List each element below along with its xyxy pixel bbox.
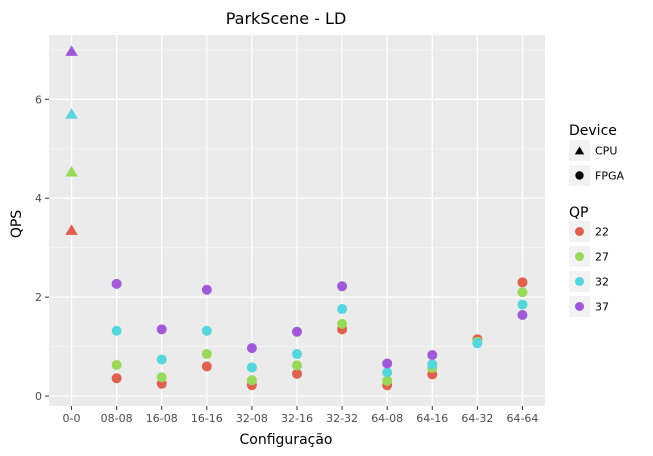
fpga-point xyxy=(201,349,212,360)
x-tick-label: 64-08 xyxy=(371,412,403,425)
legend-qp-symbol xyxy=(575,252,584,261)
x-axis-title: Configuração xyxy=(240,432,333,448)
legend-device-label: CPU xyxy=(595,145,617,158)
fpga-point xyxy=(111,278,122,289)
fpga-point xyxy=(156,324,167,335)
x-tick-label: 32-08 xyxy=(236,412,268,425)
legend-qp-title: QP xyxy=(569,205,588,221)
x-tick-label: 64-16 xyxy=(416,412,448,425)
fpga-point xyxy=(156,354,167,365)
cpu-point xyxy=(65,166,78,177)
cpu-point xyxy=(65,224,78,235)
y-tick-label: 4 xyxy=(35,192,42,205)
fpga-point xyxy=(382,375,393,386)
fpga-point xyxy=(111,359,122,370)
y-axis-title: QPS xyxy=(9,210,25,238)
legend-qp: QP 22 27 32 37 xyxy=(569,205,609,317)
fpga-point xyxy=(427,359,438,370)
fpga-point xyxy=(337,318,348,329)
fpga-point xyxy=(292,368,302,379)
x-tick-label: 16-08 xyxy=(146,412,178,425)
fpga-point xyxy=(517,309,528,320)
fpga-point xyxy=(201,325,212,336)
fpga-point xyxy=(382,358,393,369)
fpga-point xyxy=(382,367,393,378)
legend-qp-symbol xyxy=(575,227,584,236)
fpga-point xyxy=(427,350,438,361)
cpu-point xyxy=(65,108,78,119)
y-tick-label: 2 xyxy=(35,291,42,304)
legend-qp-symbol xyxy=(575,302,584,311)
fpga-point xyxy=(472,338,483,349)
fpga-point xyxy=(292,326,302,337)
cpu-point xyxy=(65,45,78,56)
fpga-point xyxy=(201,361,212,372)
fpga-point xyxy=(201,284,212,295)
fpga-point xyxy=(246,362,257,373)
x-tick-label: 32-32 xyxy=(326,412,358,425)
legend-qp-symbol xyxy=(575,277,584,286)
y-tick-label: 0 xyxy=(35,390,42,403)
fpga-point xyxy=(517,287,528,298)
legend-qp-label: 37 xyxy=(595,301,609,314)
legend-fpga-symbol xyxy=(575,171,584,180)
fpga-point xyxy=(246,375,257,386)
legend-device: Device CPU FPGA xyxy=(569,123,624,186)
data-points xyxy=(65,45,528,391)
fpga-point xyxy=(111,373,122,384)
y-tick-label: 6 xyxy=(35,93,42,106)
legend-qp-label: 22 xyxy=(595,226,609,239)
fpga-point xyxy=(292,349,302,360)
x-tick-label: 32-16 xyxy=(281,412,313,425)
x-tick-label: 64-32 xyxy=(461,412,493,425)
fpga-point xyxy=(156,372,167,383)
fpga-point xyxy=(337,281,348,292)
legend-cpu-symbol xyxy=(574,146,585,155)
x-tick-label: 16-16 xyxy=(191,412,223,425)
fpga-point xyxy=(517,277,528,288)
chart-title: ParkScene - LD xyxy=(226,9,347,28)
legend-qp-label: 32 xyxy=(595,276,609,289)
gridlines xyxy=(49,35,545,406)
fpga-point xyxy=(111,325,122,336)
x-axis-ticks: 0-0 08-08 16-08 16-16 32-08 32-16 32-32 64-08 64… xyxy=(63,406,538,425)
fpga-point xyxy=(337,304,348,315)
legend-device-title: Device xyxy=(569,123,617,139)
y-axis-ticks: 0 2 4 6 xyxy=(35,93,49,403)
x-tick-label: 64-64 xyxy=(506,412,538,425)
x-tick-label: 0-0 xyxy=(63,412,81,425)
legend-device-label: FPGA xyxy=(595,170,624,183)
fpga-point xyxy=(517,299,528,310)
x-tick-label: 08-08 xyxy=(101,412,133,425)
legend-qp-label: 27 xyxy=(595,251,609,264)
fpga-point xyxy=(292,360,302,371)
fpga-point xyxy=(246,343,257,354)
